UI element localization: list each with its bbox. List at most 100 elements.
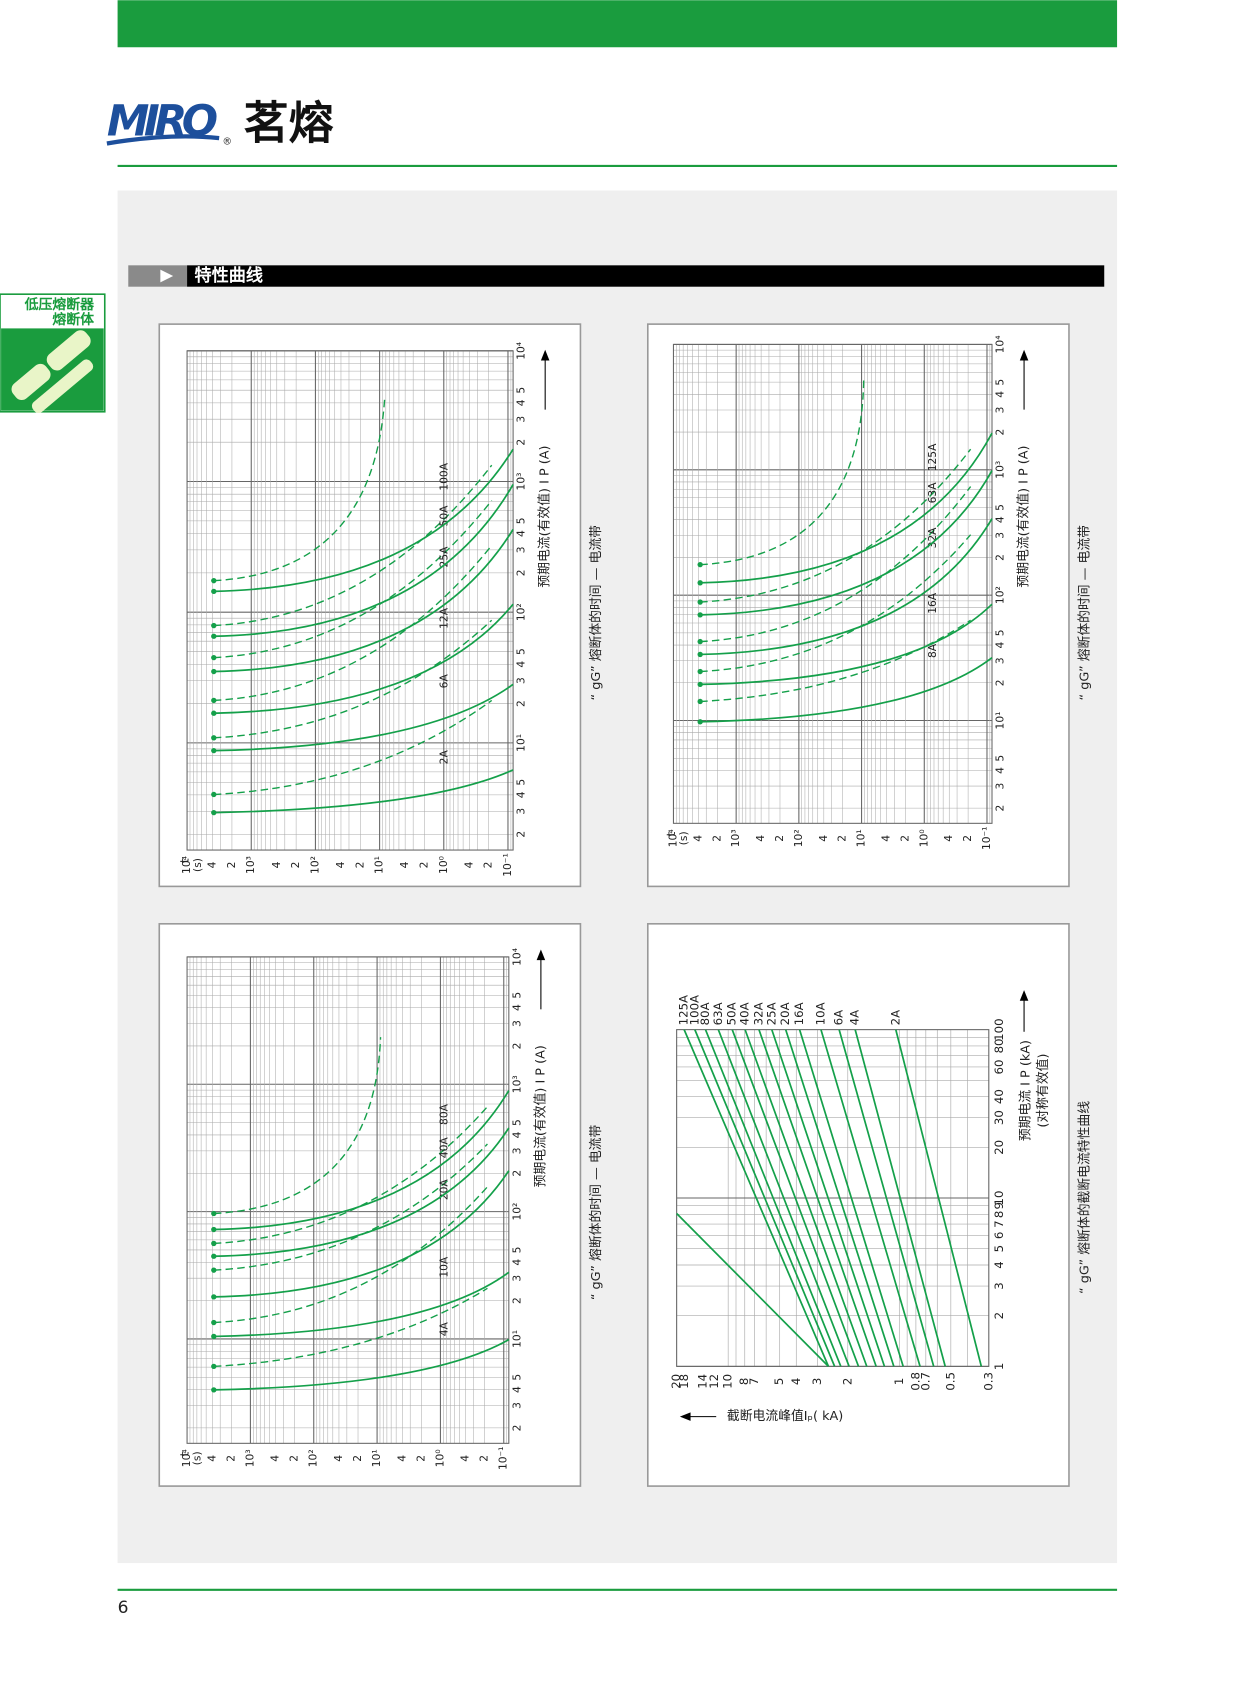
- prearcing-curve: [213, 1037, 382, 1215]
- cutoff-line: [770, 1029, 886, 1367]
- current-tick-label: 3: [510, 1275, 523, 1282]
- current-tick-label: 3: [515, 808, 528, 815]
- curve-label: 20A: [438, 1179, 451, 1201]
- registered-mark: ®: [222, 136, 232, 147]
- time-unit: (s): [191, 858, 204, 872]
- time-unit: t: [177, 1451, 191, 1456]
- time-tick-label: 4: [398, 861, 411, 868]
- time-current-chart: 2A6A12A25A50A100A234510¹234510²234510³23…: [158, 323, 604, 888]
- current-tick-label: 4: [510, 1259, 523, 1266]
- chart-caption: “ gG” 熔断体的时间 — 电流带: [1077, 525, 1093, 701]
- current-tick-label: 4: [515, 791, 528, 798]
- time-tick-label: 2: [961, 835, 974, 842]
- curve-label: 4A: [438, 1321, 451, 1336]
- side-tab-line: 低压熔断器: [24, 296, 96, 313]
- plot-frame: [672, 343, 993, 824]
- time-unit: t: [177, 858, 191, 863]
- prearcing-curve: [213, 544, 493, 702]
- curve-dot: [211, 1267, 217, 1273]
- x-axis-note: (对称有效值): [1035, 1054, 1051, 1128]
- section-title: 特性曲线: [195, 265, 263, 286]
- current-tick-label: 10¹: [515, 734, 528, 752]
- time-tick-label: 10⁰: [917, 829, 930, 847]
- prearcing-curve: [700, 486, 972, 643]
- time-tick-label: 10³: [243, 1449, 256, 1467]
- cutoff-tick-label: 0.7: [918, 1372, 932, 1391]
- curve-label: 125A: [926, 443, 939, 471]
- current-tick-label: 3: [515, 546, 528, 553]
- curve-label: 6A: [438, 674, 451, 689]
- curve-dot: [211, 1210, 217, 1217]
- time-tick-label: 2: [836, 835, 849, 842]
- time-tick-label: 4: [817, 835, 830, 842]
- curve-label: 12A: [438, 607, 451, 629]
- time-tick-label: 4: [395, 1455, 408, 1462]
- curve-dot: [697, 651, 703, 658]
- current-tick-label: 3: [510, 1402, 523, 1409]
- current-tick-label: 3: [515, 677, 528, 684]
- prearcing-curve: [700, 534, 972, 673]
- prearcing-curve: [700, 379, 865, 566]
- cutoff-line: [798, 1029, 905, 1367]
- current-tick-label: 2: [510, 1170, 523, 1177]
- melting-curve: [700, 432, 993, 584]
- axis-arrowhead: [679, 1412, 691, 1421]
- current-tick-label: 10³: [510, 1075, 523, 1093]
- cutoff-tick-label: 2: [840, 1378, 854, 1385]
- cutoff-line: [744, 1029, 868, 1367]
- melting-curve: [700, 656, 993, 723]
- curve-dot: [211, 633, 217, 639]
- current-tick-label: 4: [510, 1386, 523, 1393]
- melting-curve: [700, 603, 993, 686]
- prearcing-curve: [213, 619, 493, 739]
- current-tick-label: 2: [510, 1043, 523, 1050]
- section-marker: [128, 265, 188, 287]
- plot-frame: [186, 956, 510, 1444]
- section-arrow: [160, 269, 174, 283]
- prearcing-curve: [213, 395, 386, 582]
- rating-label: 16A: [792, 1002, 806, 1025]
- plot-frame: [186, 350, 514, 851]
- cutoff-line: [854, 1029, 947, 1367]
- time-tick-label: 4: [691, 835, 704, 842]
- cutoff-tick-label: 1: [892, 1378, 906, 1385]
- current-tick-label: 2: [510, 1297, 523, 1304]
- cutoff-tick-label: 14: [696, 1374, 710, 1389]
- current-tick-label: 2: [515, 700, 528, 707]
- current-tick-label: 5: [994, 755, 1007, 762]
- current-tick-label: 5: [994, 379, 1007, 386]
- curve-dot: [211, 1240, 217, 1247]
- curve-dot: [211, 735, 217, 741]
- current-tick-label: 5: [510, 992, 523, 999]
- cutoff-tick-label: 5: [772, 1378, 786, 1385]
- current-tick-label: 2: [994, 679, 1007, 686]
- melting-curve: [213, 448, 514, 593]
- cutoff-tick-label: 7: [747, 1378, 761, 1385]
- current-tick-label: 4: [515, 661, 528, 668]
- time-tick-label: 2: [417, 862, 430, 869]
- x-axis-label: 预期电流(有效值) I P (A): [537, 445, 553, 587]
- prospective-tick-label: 60: [992, 1060, 1006, 1075]
- time-tick-label: 10⁰: [437, 856, 450, 874]
- time-tick-label: 4: [942, 835, 955, 842]
- curve-dot: [211, 710, 217, 716]
- cutoff-line: [731, 1029, 860, 1367]
- curve-label: 100A: [438, 462, 451, 490]
- rating-label: 63A: [711, 1002, 725, 1025]
- rating-label: 25A: [764, 1002, 778, 1025]
- chart-frame: [158, 323, 582, 888]
- time-tick-label: 2: [414, 1455, 427, 1462]
- time-tick-label: 2: [710, 835, 723, 842]
- melting-curve: [213, 1090, 510, 1231]
- curve-dot: [697, 599, 703, 605]
- current-tick-label: 2: [994, 554, 1007, 561]
- melting-curve: [213, 528, 514, 673]
- time-tick-label: 2: [898, 835, 911, 842]
- current-tick-label: 5: [515, 387, 528, 394]
- current-tick-label: 4: [515, 530, 528, 537]
- curve-dot: [697, 668, 703, 675]
- time-tick-label: 4: [332, 1455, 345, 1462]
- curve-label: 16A: [926, 592, 939, 614]
